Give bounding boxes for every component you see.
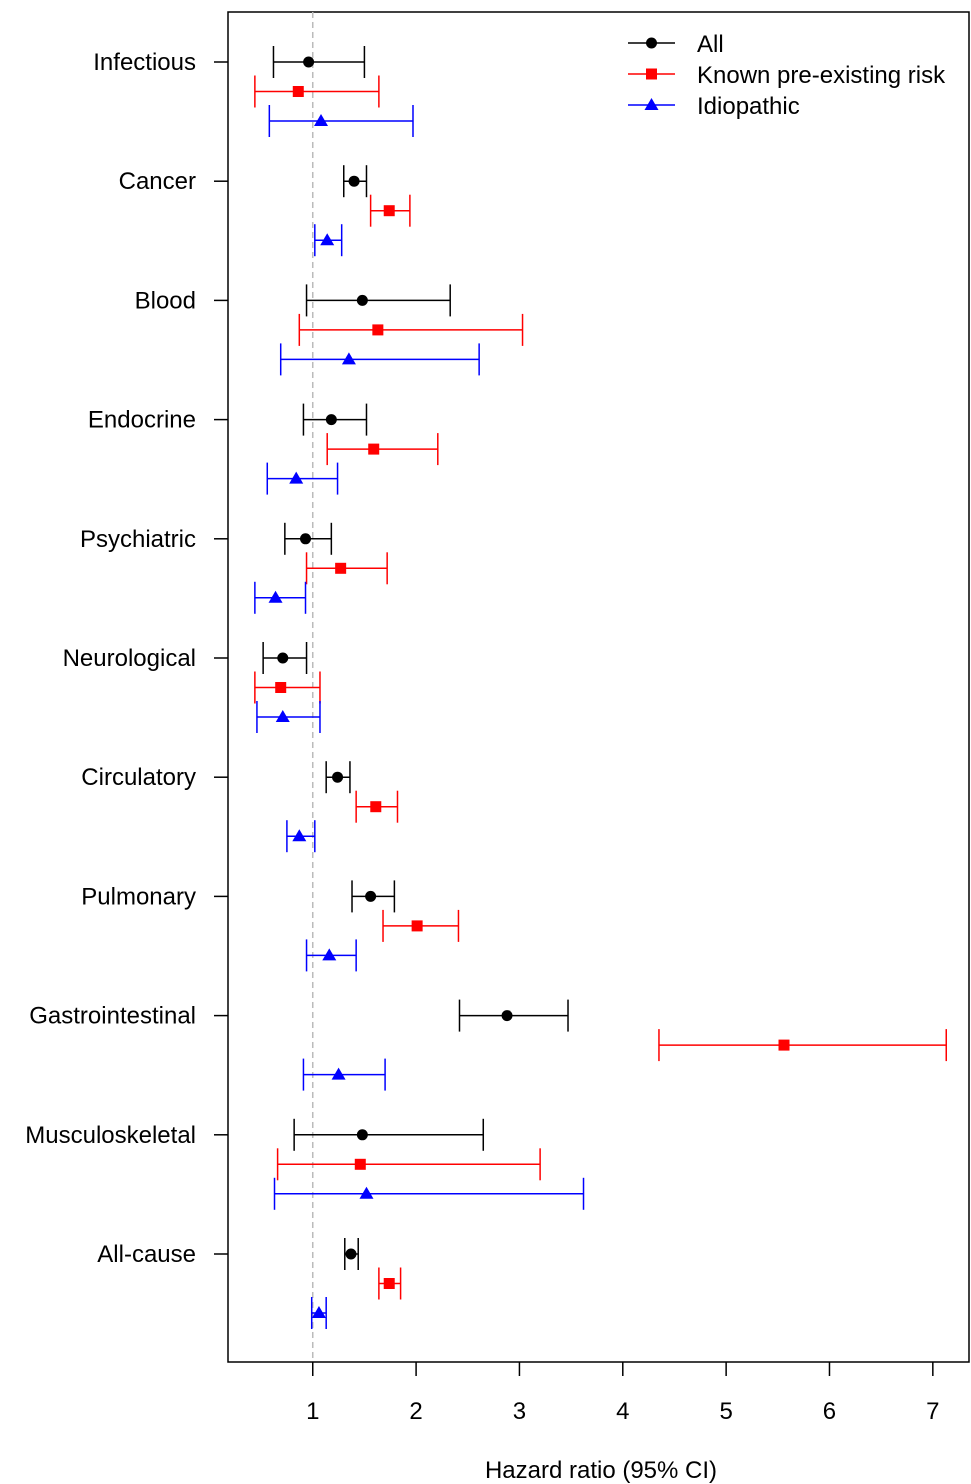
point-marker: [778, 1039, 790, 1051]
point-marker: [372, 324, 384, 336]
y-tick-label: Neurological: [63, 645, 196, 672]
y-tick-label: All-cause: [97, 1241, 196, 1268]
y-tick-label: Blood: [135, 287, 196, 314]
point-marker: [383, 205, 395, 217]
x-tick-label: 6: [823, 1398, 836, 1425]
legend-label: All: [697, 31, 724, 58]
series-layer: [254, 46, 948, 1329]
x-tick-label: 2: [409, 1398, 422, 1425]
legend-label: Known pre-existing risk: [697, 62, 946, 89]
point-marker: [289, 471, 304, 484]
x-tick-label: 5: [719, 1398, 732, 1425]
point-marker: [341, 352, 356, 365]
y-tick-label: Musculoskeletal: [25, 1122, 196, 1149]
point-marker: [322, 948, 337, 961]
point-marker: [335, 562, 347, 574]
point-marker: [268, 590, 283, 603]
point-marker: [354, 1158, 366, 1170]
point-marker: [292, 829, 307, 842]
point-marker: [320, 233, 335, 246]
point-marker: [646, 37, 657, 49]
x-tick-label: 1: [306, 1398, 319, 1425]
point-marker: [277, 652, 289, 664]
x-tick-label: 7: [926, 1398, 939, 1425]
point-marker: [501, 1010, 513, 1022]
point-marker: [300, 533, 312, 545]
y-tick-label: Infectious: [93, 49, 196, 76]
point-marker: [644, 98, 659, 110]
y-tick-label: Endocrine: [88, 407, 196, 434]
point-marker: [314, 114, 329, 126]
point-marker: [275, 710, 290, 722]
x-axis-title: Hazard ratio (95% CI): [485, 1457, 717, 1484]
series-triangle: [254, 105, 585, 1329]
y-tick-label: Pulmonary: [81, 883, 196, 910]
point-marker: [356, 294, 368, 306]
y-tick-label: Cancer: [119, 168, 196, 195]
point-marker: [332, 771, 344, 783]
point-marker: [292, 86, 304, 97]
point-marker: [383, 1278, 395, 1289]
point-marker: [275, 682, 287, 693]
point-marker: [359, 1186, 374, 1199]
point-marker: [411, 920, 423, 932]
point-marker: [331, 1067, 346, 1080]
plot-frame: [227, 11, 970, 1363]
point-marker: [345, 1248, 357, 1260]
legend-label: Idiopathic: [697, 93, 800, 120]
y-tick-label: Gastrointestinal: [29, 1003, 196, 1030]
x-tick-label: 3: [513, 1398, 526, 1425]
point-marker: [370, 801, 382, 813]
x-axis-ticks: 1 2 3 4 5 6 7: [306, 1362, 940, 1425]
point-marker: [356, 1129, 368, 1141]
y-tick-label: Circulatory: [81, 764, 196, 791]
point-marker: [325, 414, 337, 426]
series-circle: [262, 46, 569, 1270]
point-marker: [365, 890, 377, 902]
legend: All Known pre-existing risk Idiopathic: [628, 31, 946, 120]
y-tick-label: Psychiatric: [80, 526, 196, 553]
point-marker: [303, 56, 315, 68]
x-tick-label: 4: [616, 1398, 629, 1425]
point-marker: [348, 175, 360, 187]
point-marker: [368, 443, 380, 455]
point-marker: [646, 68, 657, 80]
y-axis-ticks: Infectious Cancer Blood Endocrine Psychiatri…: [25, 49, 228, 1268]
series-square: [254, 75, 948, 1300]
point-marker: [311, 1306, 326, 1318]
